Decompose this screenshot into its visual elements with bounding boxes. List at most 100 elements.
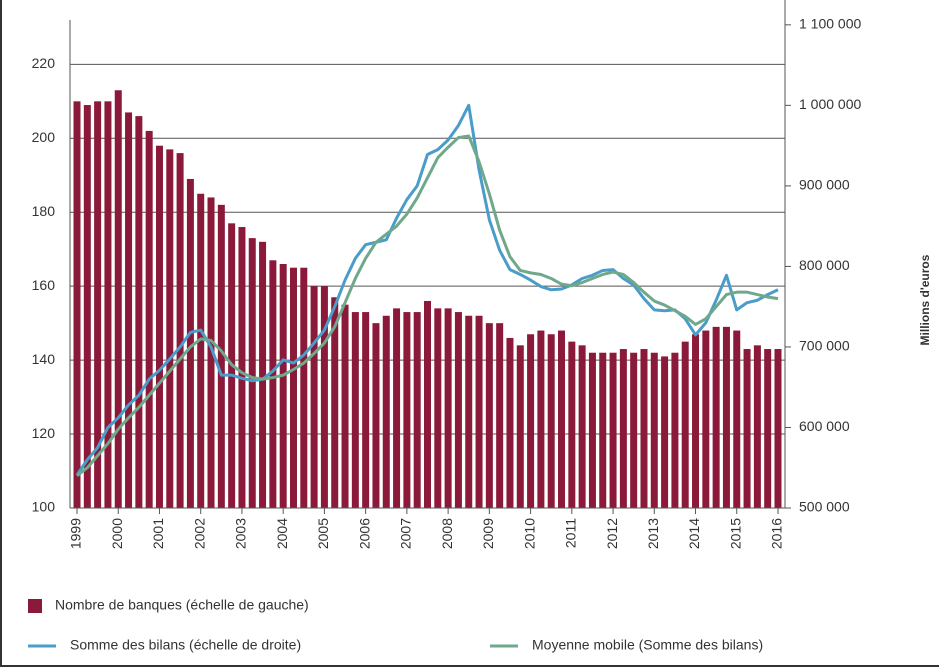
x-tick-label: 2013 <box>645 518 661 549</box>
bar <box>197 193 205 508</box>
bar <box>331 297 339 508</box>
bar <box>578 345 586 508</box>
y2-tick-label: 1 000 000 <box>799 96 861 112</box>
bar <box>537 330 545 508</box>
bar <box>568 341 576 508</box>
x-tick-label: 2001 <box>150 518 166 549</box>
x-tick-label: 2002 <box>191 518 207 549</box>
bar <box>145 130 153 508</box>
x-tick-label: 2007 <box>398 518 414 549</box>
bar <box>207 197 215 509</box>
x-tick-label: 1999 <box>68 518 84 549</box>
bar <box>135 116 143 508</box>
y2-tick-label: 600 000 <box>799 418 850 434</box>
legend-label: Moyenne mobile (Somme des bilans) <box>532 637 763 653</box>
y-tick-label: 120 <box>32 425 56 441</box>
y-tick-label: 140 <box>32 351 56 367</box>
x-tick-label: 2010 <box>521 518 537 549</box>
bar <box>155 145 163 509</box>
bar <box>722 326 730 508</box>
bar <box>248 238 256 508</box>
x-tick-label: 2011 <box>563 518 579 548</box>
y-tick-label: 180 <box>32 203 56 219</box>
x-tick-label: 2003 <box>233 518 249 549</box>
y-tick-label: 160 <box>32 277 56 293</box>
y2-axis-title: Millions d'euros <box>918 254 932 345</box>
y2-tick-label: 1 100 000 <box>799 16 861 32</box>
bar <box>599 352 607 508</box>
bar <box>73 101 81 508</box>
bar <box>372 323 380 508</box>
bar <box>712 326 720 508</box>
bar <box>125 112 133 508</box>
bar <box>527 334 535 508</box>
line-series <box>76 134 779 477</box>
line-series <box>75 103 779 476</box>
bar <box>485 323 493 508</box>
bar <box>692 334 700 508</box>
bar <box>166 149 174 509</box>
bar <box>362 312 370 508</box>
bar <box>238 227 246 508</box>
bar <box>506 337 514 508</box>
y2-tick-label: 700 000 <box>799 338 850 354</box>
bar <box>279 264 287 508</box>
x-tick-label: 2004 <box>274 518 290 549</box>
bar <box>217 204 225 508</box>
legend-label: Nombre de banques (échelle de gauche) <box>55 597 309 613</box>
bar <box>558 330 566 508</box>
bar <box>702 330 710 508</box>
legend-swatch <box>28 599 42 613</box>
y-tick-label: 220 <box>32 55 56 71</box>
bar <box>413 312 421 508</box>
bar <box>104 101 112 508</box>
bar <box>289 267 297 508</box>
bar <box>640 349 648 508</box>
bar <box>496 323 504 508</box>
x-tick-label: 2015 <box>727 518 743 549</box>
x-tick-label: 2012 <box>604 518 620 549</box>
bar <box>83 105 91 508</box>
bar <box>186 178 194 508</box>
x-tick-label: 2014 <box>686 518 702 549</box>
bar <box>393 308 401 508</box>
bar <box>351 312 359 508</box>
bar <box>454 312 462 508</box>
bar <box>753 345 761 508</box>
bar <box>609 352 617 508</box>
x-tick-label: 2005 <box>315 518 331 549</box>
bar <box>774 349 782 508</box>
bar <box>475 315 483 508</box>
bar <box>300 267 308 508</box>
bar <box>444 308 452 508</box>
bar <box>176 153 184 508</box>
y2-tick-label: 500 000 <box>799 499 850 515</box>
bar <box>630 352 638 508</box>
bar <box>424 300 431 508</box>
bar <box>465 315 473 508</box>
bar <box>733 330 741 508</box>
bar <box>320 286 328 508</box>
bar <box>269 260 277 508</box>
bar <box>764 349 772 508</box>
legend-label: Somme des bilans (échelle de droite) <box>70 637 301 653</box>
bar <box>434 308 442 508</box>
y-tick-label: 200 <box>32 129 56 145</box>
x-tick-label: 2006 <box>356 518 372 549</box>
x-tick-label: 2009 <box>480 518 496 549</box>
bar <box>403 312 411 508</box>
bar <box>310 286 318 508</box>
bar <box>743 349 751 508</box>
bar <box>259 241 267 508</box>
y2-tick-label: 900 000 <box>799 177 850 193</box>
bar <box>94 101 102 508</box>
bar <box>650 352 658 508</box>
bar <box>671 352 679 508</box>
bar <box>619 349 627 508</box>
bar <box>114 90 122 508</box>
bar <box>382 315 390 508</box>
x-tick-label: 2008 <box>439 518 455 549</box>
bar <box>588 352 596 508</box>
